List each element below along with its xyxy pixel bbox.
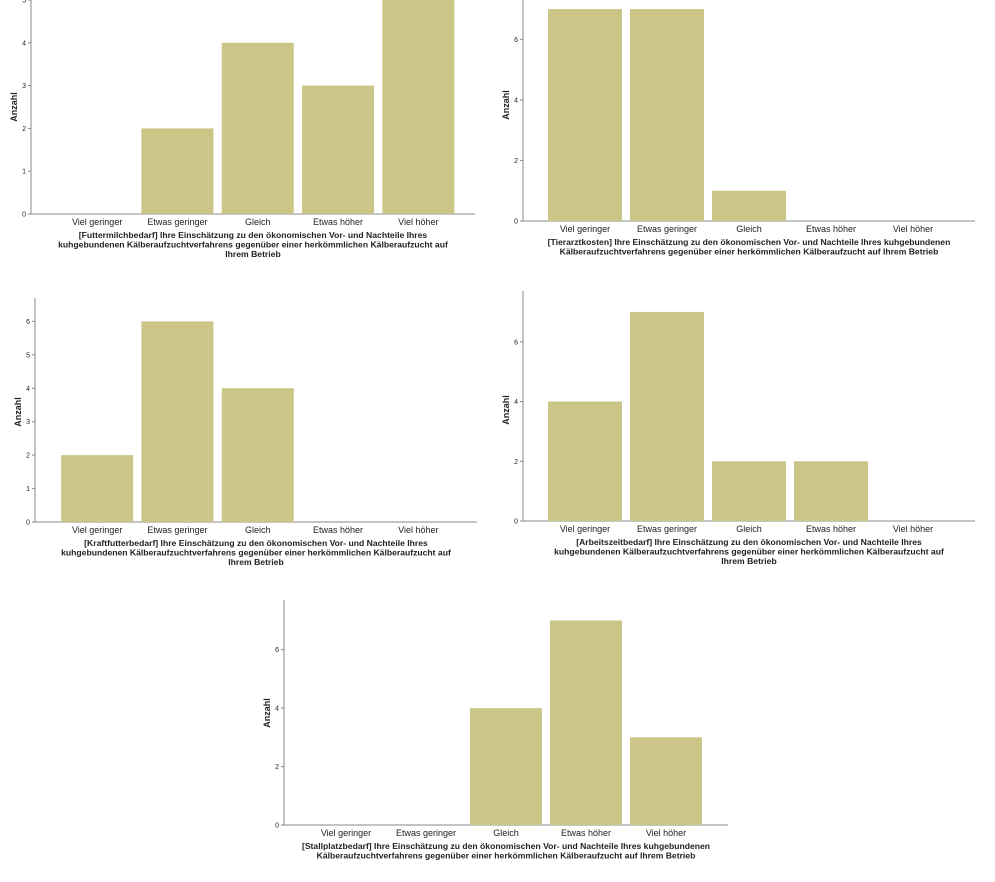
y-tick-label: 0 bbox=[22, 212, 26, 219]
bar bbox=[550, 620, 622, 825]
x-tick-label: Etwas höher bbox=[313, 525, 363, 535]
x-axis-title-line: Kälberaufzuchtverfahrens gegenüber einer… bbox=[317, 851, 696, 861]
x-tick-label: Viel höher bbox=[398, 217, 438, 227]
y-axis-title: Anzahl bbox=[262, 698, 272, 728]
bar bbox=[221, 42, 294, 214]
y-axis-title: Anzahl bbox=[501, 395, 511, 425]
bar bbox=[141, 321, 214, 522]
bar bbox=[141, 128, 214, 214]
x-axis-title-line: kuhgebundenen Kälberaufzuchtverfahrens g… bbox=[554, 547, 944, 557]
x-axis-title-line: Ihrem Betrieb bbox=[721, 556, 776, 566]
x-axis-title-line: Ihrem Betrieb bbox=[225, 249, 280, 259]
x-tick-label: Etwas geringer bbox=[637, 224, 697, 234]
y-tick-label: 4 bbox=[275, 706, 279, 713]
x-tick-label: Viel geringer bbox=[72, 525, 122, 535]
bar bbox=[61, 455, 134, 522]
y-tick-label: 1 bbox=[22, 169, 26, 176]
bar bbox=[221, 388, 294, 522]
x-axis-title-line: [Stallplatzbedarf] Ihre Einschätzung zu … bbox=[302, 841, 710, 851]
bar bbox=[630, 737, 702, 825]
bar bbox=[630, 311, 704, 521]
chart-panel-2: 0 2 4 6 Anzahl Viel geringer Etwas geringer Gle… bbox=[501, 0, 975, 257]
y-tick-label: 3 bbox=[22, 83, 26, 90]
x-tick-label: Etwas geringer bbox=[396, 828, 456, 838]
bar bbox=[548, 9, 622, 222]
x-tick-label: Viel geringer bbox=[72, 217, 122, 227]
y-tick-label: 0 bbox=[514, 219, 518, 226]
x-tick-label: Viel höher bbox=[398, 525, 438, 535]
x-tick-label: Etwas geringer bbox=[637, 524, 697, 534]
bar bbox=[712, 461, 786, 521]
x-tick-label: Etwas geringer bbox=[147, 525, 207, 535]
y-tick-label: 4 bbox=[514, 399, 518, 406]
chart-panel-3: 0 1 2 3 4 5 6 Anzahl Viel geringer Etwas geringer… bbox=[13, 298, 477, 567]
y-tick-label: 4 bbox=[26, 386, 30, 393]
bar bbox=[630, 9, 704, 222]
x-axis-title-line: kuhgebundenen Kälberaufzuchtverfahrens g… bbox=[58, 240, 448, 250]
x-axis-title-line: [Futtermilchbedarf] Ihre Einschätzung zu… bbox=[79, 230, 428, 240]
y-tick-label: 0 bbox=[26, 520, 30, 527]
y-tick-label: 0 bbox=[514, 519, 518, 526]
y-tick-label: 5 bbox=[22, 0, 26, 5]
y-tick-label: 6 bbox=[514, 339, 518, 346]
chart-panel-1: 0 1 2 3 4 5 Anzahl Viel geringer Etwas geringer G… bbox=[9, 0, 475, 259]
x-tick-label: Etwas höher bbox=[561, 828, 611, 838]
chart-panel-4: 0 2 4 6 Anzahl Viel geringer Etwas geringer Gle… bbox=[501, 291, 975, 566]
y-tick-label: 3 bbox=[26, 419, 30, 426]
y-tick-label: 0 bbox=[275, 823, 279, 830]
x-axis-title-line: Kälberaufzuchtverfahrens gegenüber einer… bbox=[560, 247, 939, 257]
x-tick-label: Etwas höher bbox=[806, 524, 856, 534]
y-tick-label: 2 bbox=[514, 158, 518, 165]
x-tick-label: Viel geringer bbox=[321, 828, 371, 838]
bar bbox=[712, 190, 786, 221]
x-axis-title-line: [Kraftfutterbedarf] Ihre Einschätzung zu… bbox=[84, 538, 428, 548]
x-tick-label: Viel höher bbox=[646, 828, 686, 838]
y-tick-label: 4 bbox=[22, 40, 26, 47]
y-tick-label: 6 bbox=[514, 37, 518, 44]
y-axis-title: Anzahl bbox=[13, 397, 23, 427]
y-axis-title: Anzahl bbox=[9, 92, 19, 122]
x-tick-label: Gleich bbox=[245, 217, 271, 227]
x-tick-label: Gleich bbox=[245, 525, 271, 535]
chart-panel-5: 0 2 4 6 Anzahl Viel geringer Etwas geringer Gle… bbox=[262, 600, 728, 861]
x-tick-label: Gleich bbox=[493, 828, 519, 838]
y-tick-label: 2 bbox=[22, 126, 26, 133]
y-tick-label: 5 bbox=[26, 352, 30, 359]
x-tick-label: Etwas geringer bbox=[147, 217, 207, 227]
x-tick-label: Etwas höher bbox=[313, 217, 363, 227]
y-tick-label: 2 bbox=[275, 764, 279, 771]
x-axis-title-line: [Arbeitszeitbedarf] Ihre Einschätzung zu… bbox=[576, 537, 922, 547]
y-tick-label: 2 bbox=[26, 453, 30, 460]
y-tick-label: 6 bbox=[275, 647, 279, 654]
bar bbox=[470, 708, 542, 825]
y-tick-label: 1 bbox=[26, 486, 30, 493]
y-tick-label: 2 bbox=[514, 459, 518, 466]
x-tick-label: Viel höher bbox=[893, 224, 933, 234]
x-axis-title-line: Ihrem Betrieb bbox=[228, 557, 283, 567]
x-tick-label: Gleich bbox=[736, 524, 762, 534]
y-axis-title: Anzahl bbox=[501, 90, 511, 120]
x-tick-label: Viel geringer bbox=[560, 524, 610, 534]
x-tick-label: Etwas höher bbox=[806, 224, 856, 234]
x-tick-label: Viel geringer bbox=[560, 224, 610, 234]
bar bbox=[302, 85, 375, 214]
bar bbox=[794, 461, 868, 521]
x-tick-label: Gleich bbox=[736, 224, 762, 234]
y-tick-label: 4 bbox=[514, 97, 518, 104]
x-tick-label: Viel höher bbox=[893, 524, 933, 534]
x-axis-title-line: [Tierarztkosten] Ihre Einschätzung zu de… bbox=[548, 237, 951, 247]
y-tick-label: 6 bbox=[26, 319, 30, 326]
bar bbox=[382, 0, 455, 214]
x-axis-title-line: kuhgebundenen Kälberaufzuchtverfahrens g… bbox=[61, 548, 451, 558]
bar bbox=[548, 401, 622, 521]
